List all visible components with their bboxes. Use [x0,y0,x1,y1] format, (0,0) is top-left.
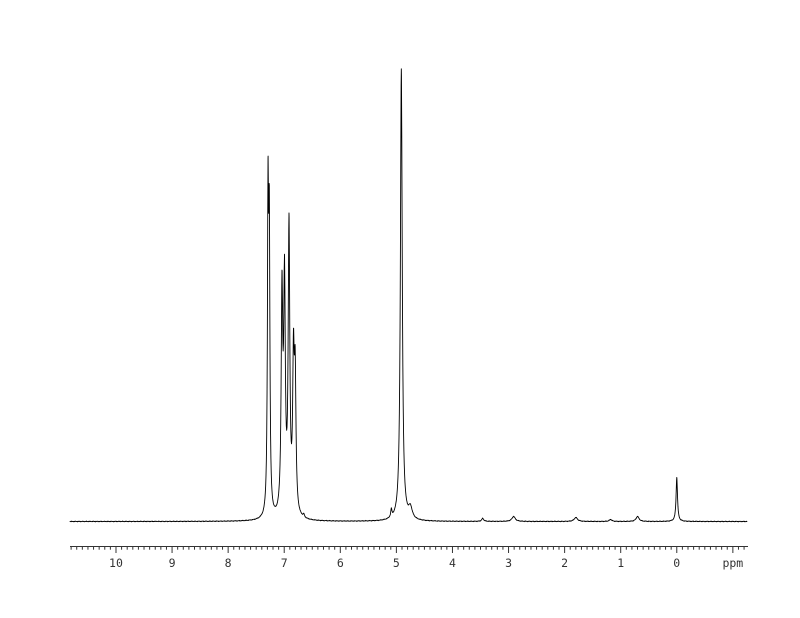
x-axis-tick-label: 6 [337,556,344,570]
spectrum-trace [69,68,748,523]
x-axis-tick-label: 5 [393,556,400,570]
x-axis-tick-label: 2 [561,556,568,570]
x-axis-tick-label: 1 [617,556,624,570]
x-axis-tick-label: 4 [449,556,456,570]
x-axis-tick-label: 7 [281,556,288,570]
x-axis-unit-label: ppm [722,556,743,570]
x-axis-tick-label: 10 [109,556,123,570]
x-axis-tick-label: 3 [505,556,512,570]
x-axis-tick-label: 8 [225,556,232,570]
x-axis: 10 9 8 7 6 5 4 3 2 1 0 ppm [70,546,748,570]
x-axis-tick-label: 0 [673,556,680,570]
x-axis-tick-label: 9 [169,556,176,570]
